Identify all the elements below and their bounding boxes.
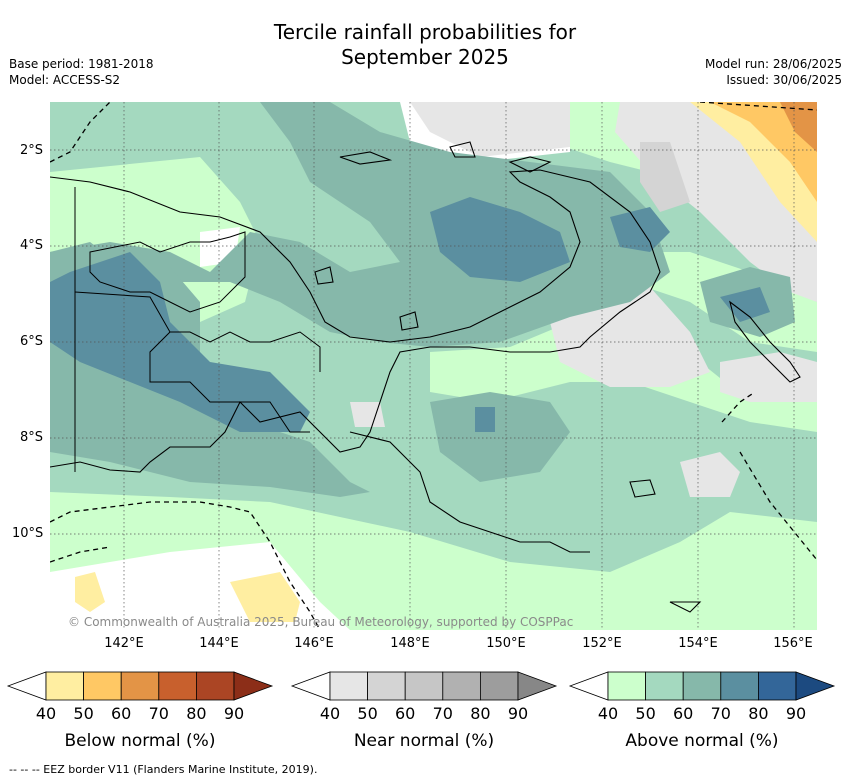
cb-below-seg-2 bbox=[83, 671, 122, 701]
near-40-50-far-east bbox=[720, 352, 817, 402]
cb-above-seg-0 bbox=[568, 671, 609, 701]
cb-above-title: Above normal (%) bbox=[625, 731, 779, 751]
cb-near-seg-4 bbox=[442, 671, 481, 701]
cb-below-seg-5 bbox=[195, 671, 235, 701]
meta-left: Base period: 1981-2018 Model: ACCESS-S2 bbox=[9, 56, 154, 88]
lon-label: 142°E bbox=[104, 636, 144, 651]
cb-above-tick: 50 bbox=[635, 704, 656, 723]
colorbar-near bbox=[290, 671, 558, 701]
lon-label: 152°E bbox=[582, 636, 622, 651]
cb-near-seg-0 bbox=[290, 671, 331, 701]
cb-below-tick: 40 bbox=[35, 704, 57, 723]
cb-below-tick: 90 bbox=[223, 704, 245, 723]
near-40-50-north bbox=[410, 102, 570, 157]
admin-borders bbox=[74, 187, 321, 472]
cb-below-tick: 80 bbox=[186, 704, 207, 723]
below-40-50-sw bbox=[75, 572, 105, 612]
colorbar-above bbox=[568, 671, 836, 701]
cb-below-seg-3 bbox=[120, 671, 160, 701]
above-60-70-east-patch bbox=[430, 392, 570, 482]
base-period: Base period: 1981-2018 bbox=[9, 57, 154, 71]
cb-near-seg-6 bbox=[517, 671, 558, 701]
colorbars bbox=[6, 671, 836, 701]
lat-label: 10°S bbox=[12, 526, 44, 541]
above-70-80-ne bbox=[610, 207, 670, 252]
cb-below-title: Below normal (%) bbox=[64, 731, 216, 751]
lat-label: 8°S bbox=[20, 430, 44, 445]
lat-label: 4°S bbox=[20, 238, 44, 253]
cb-below-tick: 50 bbox=[73, 704, 94, 723]
model-run: Model run: 28/06/2025 bbox=[704, 57, 842, 71]
cb-above-seg-5 bbox=[758, 671, 797, 701]
lat-label: 6°S bbox=[20, 334, 44, 349]
cb-near-tick: 80 bbox=[470, 704, 491, 723]
colorbar-below bbox=[6, 671, 274, 701]
lon-label: 148°E bbox=[390, 636, 430, 651]
lon-label: 144°E bbox=[199, 636, 239, 651]
cb-near-seg-2 bbox=[367, 671, 406, 701]
cb-above-seg-3 bbox=[682, 671, 722, 701]
cb-below-seg-1 bbox=[45, 671, 84, 701]
below-50-60-ne bbox=[710, 102, 817, 202]
cb-near-seg-3 bbox=[404, 671, 444, 701]
eez-borders bbox=[50, 102, 817, 630]
near-50-60-ne bbox=[640, 142, 690, 212]
lon-label: 146°E bbox=[294, 636, 334, 651]
cb-below-seg-6 bbox=[233, 671, 274, 701]
cb-below-tick: 60 bbox=[111, 704, 132, 723]
issued-date: Issued: 30/06/2025 bbox=[726, 73, 842, 87]
cb-near-seg-1 bbox=[329, 671, 368, 701]
title-line-1: Tercile rainfall probabilities for bbox=[273, 20, 577, 44]
eez-footnote: -- -- -- EEZ border V11 (Flanders Marine… bbox=[9, 763, 318, 776]
coastlines bbox=[50, 141, 801, 613]
cb-near-seg-5 bbox=[479, 671, 519, 701]
lon-label: 154°E bbox=[678, 636, 718, 651]
cb-above-seg-6 bbox=[795, 671, 836, 701]
cb-near-tick: 90 bbox=[507, 704, 529, 723]
above-70-80-west bbox=[50, 252, 310, 432]
probability-map: © Commonwealth of Australia 2025, Bureau… bbox=[50, 102, 817, 630]
cb-below-seg-4 bbox=[158, 671, 197, 701]
cb-above-tick: 90 bbox=[785, 704, 807, 723]
above-70-80-east bbox=[720, 287, 770, 322]
above-60-70-central bbox=[50, 102, 670, 347]
cb-above-seg-2 bbox=[645, 671, 684, 701]
below-40-50-south bbox=[230, 572, 300, 622]
cb-above-seg-1 bbox=[607, 671, 646, 701]
below-60-70-ne bbox=[780, 102, 817, 152]
cb-near-tick: 70 bbox=[432, 704, 453, 723]
near-40-50-patch bbox=[350, 402, 385, 427]
cb-below-seg-0 bbox=[6, 671, 47, 701]
lon-label: 156°E bbox=[773, 636, 813, 651]
map-title: Tercile rainfall probabilities for Septe… bbox=[0, 20, 850, 70]
cb-above-seg-4 bbox=[720, 671, 759, 701]
cb-above-tick: 80 bbox=[748, 704, 769, 723]
cb-near-tick: 40 bbox=[319, 704, 341, 723]
cb-near-title: Near normal (%) bbox=[353, 731, 495, 751]
model-name: Model: ACCESS-S2 bbox=[9, 73, 121, 87]
title-line-2: September 2025 bbox=[341, 45, 509, 69]
cb-near-tick: 50 bbox=[357, 704, 378, 723]
cb-above-tick: 70 bbox=[710, 704, 731, 723]
above-70-80-central bbox=[430, 197, 570, 282]
meta-right: Model run: 28/06/2025 Issued: 30/06/2025 bbox=[705, 56, 842, 88]
above-70-80-patch bbox=[475, 407, 495, 432]
lat-label: 2°S bbox=[20, 143, 44, 158]
cb-above-tick: 40 bbox=[597, 704, 619, 723]
cb-near-tick: 60 bbox=[395, 704, 416, 723]
lon-label: 150°E bbox=[486, 636, 526, 651]
near-40-50-se bbox=[680, 452, 740, 497]
cb-below-tick: 70 bbox=[148, 704, 169, 723]
copyright-notice: © Commonwealth of Australia 2025, Bureau… bbox=[68, 615, 573, 629]
cb-above-tick: 60 bbox=[673, 704, 694, 723]
